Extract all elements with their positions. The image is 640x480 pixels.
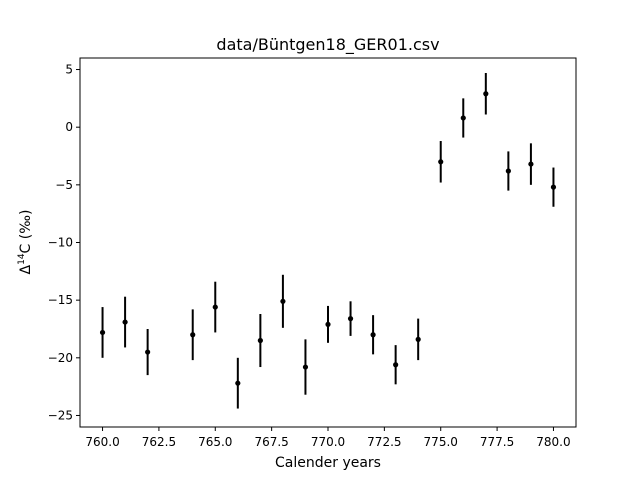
x-tick-label-7: 777.5 [480,435,514,449]
x-tick-label-4: 770.0 [311,435,345,449]
data-point-13 [415,336,421,342]
y-tick-label-2: −5 [55,178,73,192]
y-axis-label-suffix: C (‰) [18,210,34,254]
chart-title: data/Büntgen18_GER01.csv [216,35,439,55]
x-tick-label-3: 767.5 [254,435,288,449]
plot-area: 760.0 762.5 765.0 767.5 770.0 772.5 775.0 777.5… [48,57,577,449]
data-point-15 [460,115,466,121]
data-points [99,91,557,386]
y-tick-label-6: −25 [48,408,73,422]
y-tick-label-0: 5 [65,63,73,77]
data-point-18 [528,161,534,167]
y-tick-label-3: −10 [48,236,73,250]
data-point-5 [235,380,241,386]
data-point-2 [145,349,151,355]
y-axis-ticks: 5 0 −5 −10 −15 −20 −25 [48,63,80,422]
x-tick-label-6: 775.0 [424,435,458,449]
data-point-8 [302,364,309,370]
data-point-10 [347,316,354,322]
y-tick-label-1: 0 [65,120,73,134]
y-axis-label-sup: 14 [17,253,27,265]
y-axis-label: Δ14C (‰) [17,210,34,275]
data-point-11 [370,332,376,338]
x-axis-ticks: 760.0 762.5 765.0 767.5 770.0 772.5 775.0 777.5… [85,427,571,449]
x-tick-label-5: 772.5 [367,435,401,449]
data-point-7 [280,298,286,304]
data-point-14 [438,159,444,165]
data-point-9 [325,321,331,327]
data-point-0 [99,329,106,336]
x-tick-label-8: 780.0 [536,435,570,449]
y-axis-label-prefix: Δ [18,264,34,274]
data-point-17 [505,168,511,174]
data-point-1 [122,319,128,325]
data-point-16 [483,91,489,97]
y-tick-label-5: −20 [48,351,73,365]
x-tick-label-0: 760.0 [85,435,119,449]
data-point-19 [550,184,557,190]
x-tick-label-2: 765.0 [198,435,232,449]
data-point-3 [190,332,196,338]
data-point-12 [393,362,399,368]
data-point-6 [257,337,263,344]
x-tick-label-1: 762.5 [142,435,176,449]
data-point-4 [212,304,218,310]
y-tick-label-4: −15 [48,293,73,307]
x-axis-label: Calender years [275,455,381,471]
